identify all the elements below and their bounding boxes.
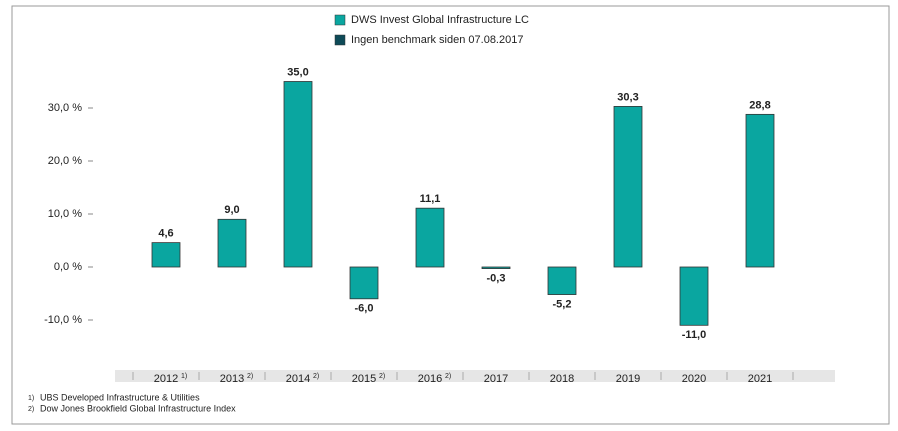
value-label: -0,3 [487, 272, 506, 284]
legend-label: DWS Invest Global Infrastructure LC [351, 14, 529, 26]
x-tick-label: 2019 [616, 373, 640, 385]
value-label: -5,2 [553, 298, 572, 310]
x-tick-label: 2021 [748, 373, 772, 385]
x-tick-note: 2) [445, 373, 451, 380]
value-label: 4,6 [158, 228, 173, 240]
x-tick-label: 2018 [550, 373, 574, 385]
y-tick-label: 20,0 % [48, 155, 82, 167]
footnote-mark: 2) [28, 406, 34, 413]
x-axis-band [115, 370, 835, 382]
bar [415, 207, 445, 268]
x-tick-label: 2013 [220, 373, 244, 385]
bar [217, 218, 247, 268]
legend-swatch [334, 14, 346, 26]
value-label: 11,1 [420, 193, 441, 205]
legend-swatch [334, 34, 346, 46]
value-label: -11,0 [682, 329, 706, 341]
y-tick-label: -10,0 % [44, 314, 82, 326]
bar [283, 81, 313, 268]
x-tick-note: 2) [313, 373, 319, 380]
x-tick-label: 2012 [154, 373, 178, 385]
y-tick-label: 30,0 % [48, 102, 82, 114]
x-tick-note: 2) [379, 373, 385, 380]
value-label: 30,3 [617, 91, 638, 103]
x-tick-label: 2015 [352, 373, 376, 385]
bar [151, 242, 181, 268]
bar [547, 266, 577, 295]
bar [481, 266, 511, 269]
y-tick-label: 0,0 % [54, 261, 82, 273]
value-label: 28,8 [749, 99, 770, 111]
value-label: 35,0 [287, 66, 308, 78]
x-tick-note: 1) [181, 373, 187, 380]
bar [349, 266, 379, 300]
value-label: -6,0 [355, 303, 374, 315]
x-tick-label: 2020 [682, 373, 706, 385]
x-tick-label: 2017 [484, 373, 508, 385]
footnote-text: Dow Jones Brookfield Global Infrastructu… [40, 403, 236, 413]
value-label: 9,0 [224, 204, 239, 216]
footnote-mark: 1) [28, 395, 34, 402]
frame [11, 5, 890, 425]
x-tick-label: 2016 [418, 373, 442, 385]
y-tick-label: 10,0 % [48, 208, 82, 220]
bar [745, 113, 775, 268]
x-tick-note: 2) [247, 373, 253, 380]
bar [679, 266, 709, 326]
footnote-text: UBS Developed Infrastructure & Utilities [40, 392, 200, 402]
bar [613, 106, 643, 268]
x-tick-label: 2014 [286, 373, 310, 385]
legend-label: Ingen benchmark siden 07.08.2017 [351, 34, 523, 46]
